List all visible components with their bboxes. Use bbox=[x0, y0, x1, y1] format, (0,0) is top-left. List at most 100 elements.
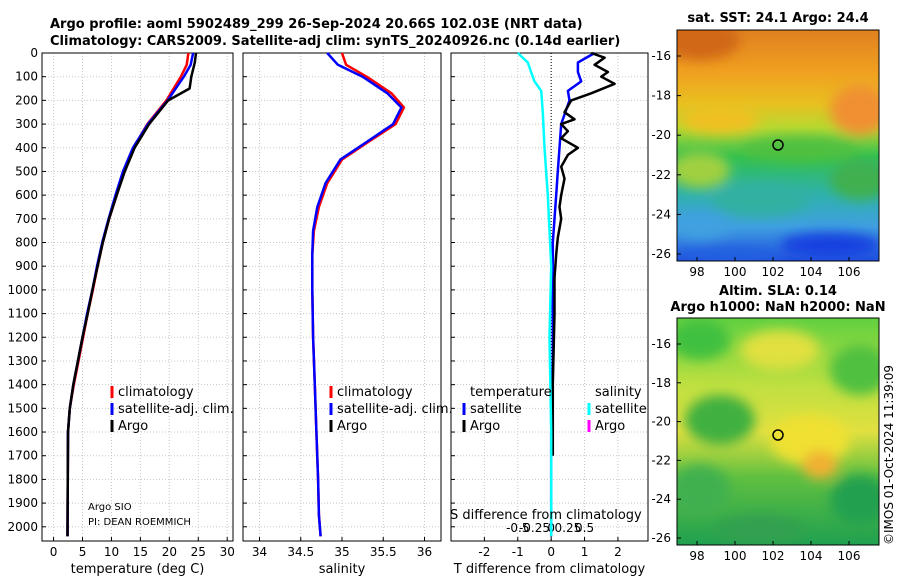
series-line-satellite_adj bbox=[66, 52, 195, 537]
x-tick-label: 25 bbox=[191, 545, 206, 559]
difference-legend: temperature salinity satellite Argo sate… bbox=[462, 385, 647, 434]
x-tick-label: 2 bbox=[614, 545, 622, 559]
y-tick-label: 400 bbox=[15, 141, 38, 155]
y-tick-label: 1200 bbox=[7, 330, 38, 344]
map-y-tick-label: -22 bbox=[651, 168, 671, 182]
x-tick-label: 34 bbox=[252, 545, 267, 559]
map-x-tick-label: 100 bbox=[724, 549, 747, 563]
y-tick-label: 2000 bbox=[7, 520, 38, 534]
map-y-tick-label: -26 bbox=[651, 531, 671, 545]
legend-satellite-adj-label: satellite-adj. clim. bbox=[337, 402, 453, 417]
y-tick-label: 500 bbox=[15, 164, 38, 178]
figure-title-line2: Climatology: CARS2009. Satellite-adj cli… bbox=[50, 34, 620, 49]
map-y-tick-label: -24 bbox=[651, 492, 671, 506]
axes-frame bbox=[41, 52, 234, 542]
argo-float-marker bbox=[772, 139, 784, 151]
x-tick-label: 10 bbox=[104, 545, 119, 559]
map-x-tick-label: 104 bbox=[800, 265, 823, 279]
figure-title-line1: Argo profile: aoml 5902489_299 26-Sep-20… bbox=[50, 17, 583, 32]
x-tick-label: 5 bbox=[79, 545, 87, 559]
y-tick-label: 1400 bbox=[7, 378, 38, 392]
x-axis-label: salinity bbox=[319, 562, 366, 577]
x-tick-label: 30 bbox=[220, 545, 235, 559]
map-y-tick-label: -18 bbox=[651, 89, 671, 103]
salinity-profile-panel: 34 34.5 35 35.5 36 salinity bbox=[242, 52, 442, 577]
map-x-tick-label: 104 bbox=[800, 549, 823, 563]
sla-map-title-line1: Altim. SLA: 0.14 bbox=[719, 284, 837, 299]
series-line-satellite_adj bbox=[549, 51, 596, 537]
map-x-tick-label: 98 bbox=[689, 265, 704, 279]
legend-salinity-title: salinity bbox=[595, 385, 642, 400]
y-tick-label: 0 bbox=[30, 46, 38, 60]
map-y-tick-label: -22 bbox=[651, 453, 671, 467]
y-tick-label: 1100 bbox=[7, 307, 38, 321]
series-line-satellite_adj bbox=[311, 52, 403, 537]
s-tick-label: 0.5 bbox=[575, 521, 594, 535]
x-tick-label: -2 bbox=[478, 545, 490, 559]
legend-argo-label: Argo bbox=[118, 419, 148, 434]
salinity-legend: climatology satellite-adj. clim. Argo bbox=[329, 385, 453, 434]
series-line-argo bbox=[551, 51, 616, 456]
map-x-tick-label: 98 bbox=[689, 549, 704, 563]
y-tick-label: 1300 bbox=[7, 354, 38, 368]
x-tick-label: 20 bbox=[162, 545, 177, 559]
axes-frame bbox=[450, 52, 649, 542]
map-y-tick-label: -16 bbox=[651, 49, 671, 63]
argo-operator: Argo SIO bbox=[88, 502, 132, 513]
sla-map: Altim. SLA: 0.14 Argo h1000: NaN h2000: … bbox=[651, 284, 885, 563]
map-y-tick-label: -20 bbox=[651, 415, 671, 429]
difference-profile-panel: -2 -1 0 1 2-0.5-0.250 0.250.5T difference fro… bbox=[450, 51, 649, 577]
y-tick-label: 1900 bbox=[7, 496, 38, 510]
x-tick-label: 34.5 bbox=[287, 545, 314, 559]
x-tick-label: 0 bbox=[547, 545, 555, 559]
x-axis-label: temperature (deg C) bbox=[71, 562, 205, 577]
sla-map-field bbox=[677, 318, 879, 545]
legend-climatology-label: climatology bbox=[337, 385, 413, 400]
s-tick-label: -0.25 bbox=[519, 521, 550, 535]
legend-temp-argo-label: Argo bbox=[470, 419, 500, 434]
y-tick-label: 700 bbox=[15, 212, 38, 226]
map-y-tick-label: -24 bbox=[651, 207, 671, 221]
salinity-difference-axis-label: S difference from climatology bbox=[450, 508, 642, 523]
temperature-profile-panel: 0 5 10 15 20 25 30 temperature (deg C) 0 100 200 30… bbox=[7, 46, 234, 577]
map-y-tick-label: -18 bbox=[651, 376, 671, 390]
x-tick-label: 36 bbox=[417, 545, 432, 559]
map-y-tick-label: -20 bbox=[651, 128, 671, 142]
argo-float-marker bbox=[772, 429, 784, 441]
legend-satellite-adj-label: satellite-adj. clim. bbox=[118, 402, 234, 417]
temperature-legend: climatology satellite-adj. clim. Argo bbox=[110, 385, 234, 434]
x-tick-label: -1 bbox=[512, 545, 524, 559]
imos-credit: ©IMOS 01-Oct-2024 11:39:09 bbox=[882, 365, 896, 545]
x-tick-label: 35 bbox=[334, 545, 349, 559]
legend-argo-label: Argo bbox=[337, 419, 367, 434]
y-tick-label: 1800 bbox=[7, 472, 38, 486]
map-x-tick-label: 102 bbox=[762, 549, 785, 563]
sst-map: sat. SST: 24.1 Argo: 24.4 98 100 102 104 106… bbox=[651, 11, 880, 279]
principal-investigator: PI: DEAN ROEMMICH bbox=[88, 517, 191, 528]
sst-map-field bbox=[677, 30, 879, 261]
x-tick-label: 0 bbox=[50, 545, 58, 559]
sst-map-title: sat. SST: 24.1 Argo: 24.4 bbox=[687, 11, 868, 26]
series-line-salinity_satellite bbox=[516, 52, 553, 537]
legend-climatology-label: climatology bbox=[118, 385, 194, 400]
map-x-tick-label: 102 bbox=[762, 265, 785, 279]
y-tick-label: 900 bbox=[15, 259, 38, 273]
map-x-tick-label: 106 bbox=[838, 265, 861, 279]
y-tick-label: 1500 bbox=[7, 401, 38, 415]
legend-sal-satellite-label: satellite bbox=[595, 402, 647, 417]
legend-sal-argo-label: Argo bbox=[595, 419, 625, 434]
y-tick-label: 1700 bbox=[7, 449, 38, 463]
series-line-climatology bbox=[66, 52, 190, 537]
s-tick-label: 0.25 bbox=[555, 521, 582, 535]
x-tick-label: 15 bbox=[133, 545, 148, 559]
y-tick-label: 800 bbox=[15, 236, 38, 250]
y-tick-label: 1000 bbox=[7, 283, 38, 297]
legend-temp-satellite-label: satellite bbox=[470, 402, 522, 417]
x-axis-label: T difference from climatology bbox=[453, 562, 646, 577]
map-y-tick-label: -26 bbox=[651, 247, 671, 261]
map-x-tick-label: 100 bbox=[724, 265, 747, 279]
y-tick-label: 100 bbox=[15, 70, 38, 84]
x-tick-label: 1 bbox=[581, 545, 589, 559]
